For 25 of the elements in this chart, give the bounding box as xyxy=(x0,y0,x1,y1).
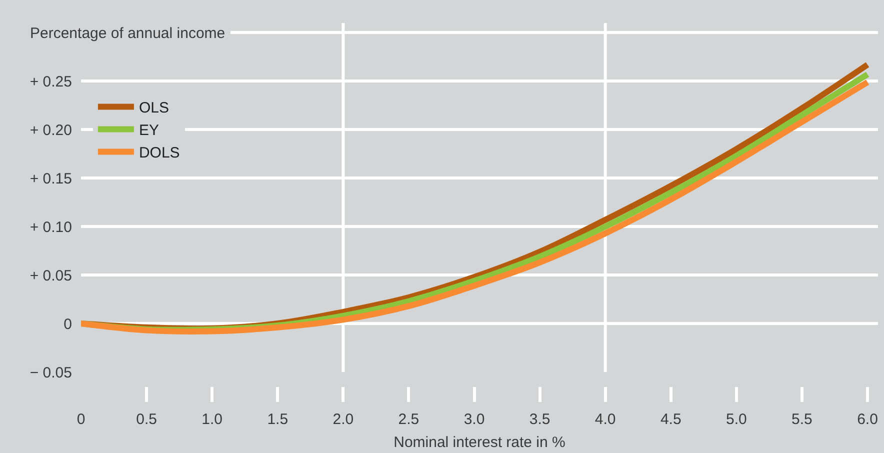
y-tick-label: + 0.20 xyxy=(30,122,72,139)
x-tick-label: 2.0 xyxy=(332,411,354,428)
y-tick-label: + 0.10 xyxy=(30,218,72,236)
x-tick-label: 3.5 xyxy=(529,411,550,428)
x-tick-label: 1.5 xyxy=(267,411,288,428)
x-tick-label: 5.5 xyxy=(792,411,812,428)
x-tick-label: 4.5 xyxy=(660,411,682,428)
y-tick-label: + 0.15 xyxy=(30,170,72,188)
x-tick-label: 0 xyxy=(76,411,86,428)
y-tick-label: 0 xyxy=(64,316,72,333)
x-tick-label: 4.0 xyxy=(594,411,616,428)
y-tick-label: + 0.25 xyxy=(30,73,72,90)
legend-label: EY xyxy=(138,122,159,140)
x-axis-title: Nominal interest rate in % xyxy=(394,434,566,451)
y-axis-title: Percentage of annual income xyxy=(30,25,226,42)
legend-label: OLS xyxy=(138,100,169,117)
x-tick-label: 0.5 xyxy=(136,411,157,428)
x-tick-label: 6.0 xyxy=(857,411,878,428)
legend-label: DOLS xyxy=(138,144,180,162)
y-tick-label: + 0.05 xyxy=(30,267,72,284)
x-tick-label: 3.0 xyxy=(464,411,485,428)
x-tick-label: 2.5 xyxy=(398,411,420,428)
y-tick-label: − 0.05 xyxy=(30,364,72,382)
x-tick-label: 5.0 xyxy=(726,411,747,428)
x-tick-label: 1.0 xyxy=(202,411,223,428)
